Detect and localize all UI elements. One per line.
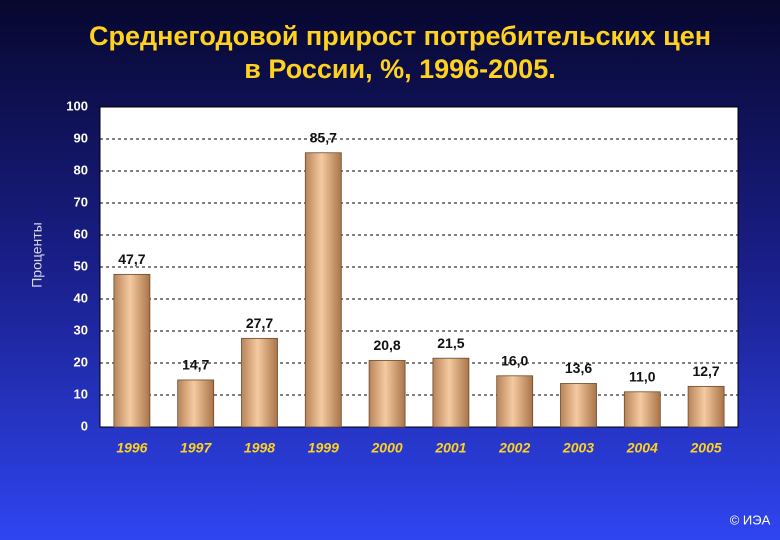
y-tick-label: 100 — [66, 98, 88, 113]
value-label: 85,7 — [310, 129, 337, 145]
bar — [623, 391, 661, 428]
y-tick-label: 20 — [74, 354, 88, 369]
bar — [177, 379, 215, 428]
x-tick-label: 1996 — [116, 440, 147, 456]
bar — [496, 375, 534, 428]
bar — [113, 273, 151, 428]
bar — [368, 360, 406, 428]
y-tick-label: 80 — [74, 162, 88, 177]
bar — [432, 357, 470, 428]
x-tick-label: 2003 — [562, 440, 594, 456]
y-tick-label: 40 — [74, 290, 88, 305]
value-label: 47,7 — [118, 251, 145, 267]
value-label: 16,0 — [501, 353, 528, 369]
bar — [687, 385, 725, 428]
value-label: 20,8 — [373, 337, 400, 353]
x-tick-label: 1997 — [180, 440, 212, 456]
y-tick-label: 60 — [74, 226, 88, 241]
value-label: 12,7 — [692, 363, 719, 379]
x-tick-label: 1999 — [308, 440, 339, 456]
y-tick-label: 30 — [74, 322, 88, 337]
chart-title: Среднегодовой прирост потребительских це… — [89, 21, 711, 51]
x-tick-label: 1998 — [244, 440, 275, 456]
value-label: 27,7 — [246, 315, 273, 331]
x-tick-label: 2001 — [434, 440, 466, 456]
chart-title: в России, %, 1996-2005. — [244, 54, 555, 84]
x-tick-label: 2004 — [626, 440, 658, 456]
y-axis-title: Проценты — [29, 222, 45, 288]
x-tick-label: 2005 — [690, 440, 722, 456]
value-label: 11,0 — [629, 369, 656, 385]
y-tick-label: 90 — [74, 130, 88, 145]
y-tick-label: 0 — [81, 418, 88, 433]
bar — [241, 337, 278, 428]
copyright: © ИЭА — [730, 512, 771, 527]
x-tick-label: 2000 — [371, 440, 403, 456]
value-label: 21,5 — [437, 335, 464, 351]
x-tick-label: 2002 — [498, 440, 530, 456]
y-tick-label: 10 — [74, 386, 88, 401]
bar — [560, 383, 597, 428]
y-tick-label: 70 — [74, 194, 88, 209]
y-tick-label: 50 — [74, 258, 88, 273]
bar — [304, 152, 342, 428]
value-label: 13,6 — [565, 360, 592, 376]
value-label: 14,7 — [182, 357, 209, 373]
